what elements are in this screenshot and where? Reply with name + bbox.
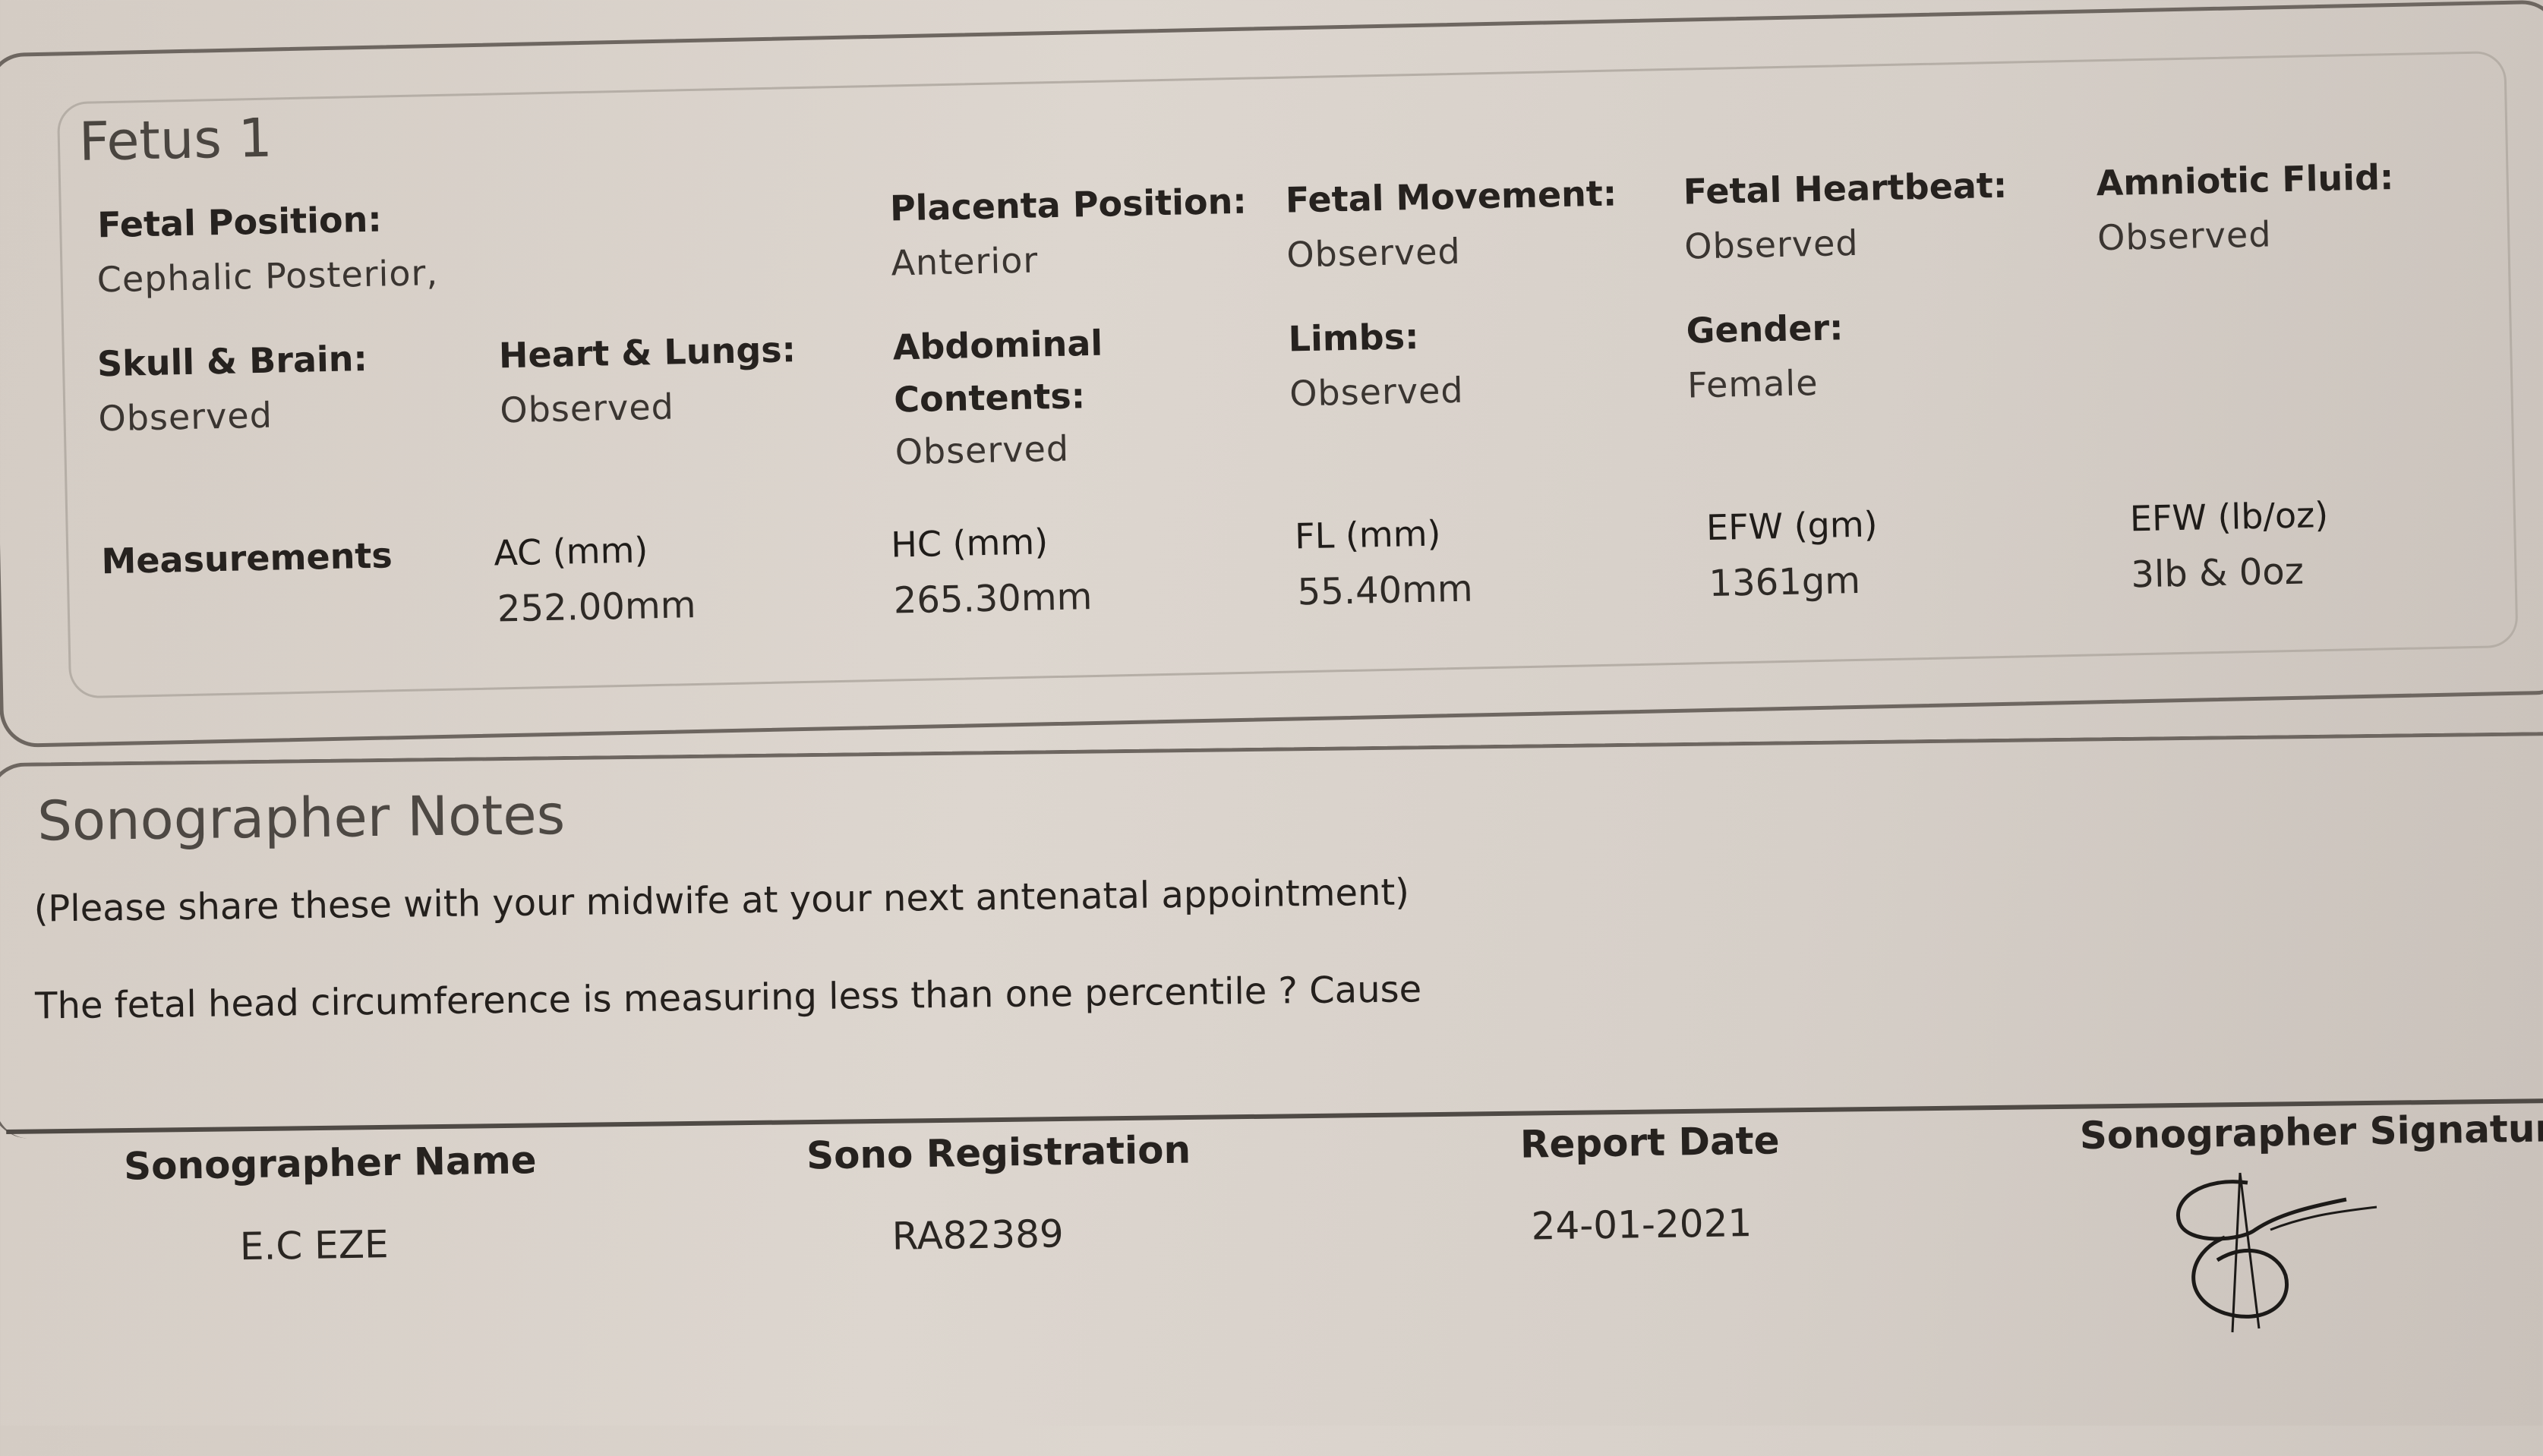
- sonographer-name-label: Sonographer Name: [123, 1138, 538, 1189]
- sonographer-signature-label: Sonographer Signature: [2079, 1105, 2543, 1158]
- sonographer-name-value: E.C EZE: [239, 1222, 389, 1269]
- signature-stroke: [2191, 1235, 2289, 1319]
- sono-registration-value: RA82389: [891, 1212, 1065, 1259]
- signature-stroke: [2231, 1172, 2377, 1333]
- signature-stroke: [2176, 1180, 2347, 1241]
- report-date-value: 24-01-2021: [1531, 1200, 1753, 1249]
- signature-image: [2176, 1172, 2377, 1333]
- sono-registration-label: Sono Registration: [806, 1127, 1191, 1178]
- report-date-label: Report Date: [1519, 1118, 1780, 1167]
